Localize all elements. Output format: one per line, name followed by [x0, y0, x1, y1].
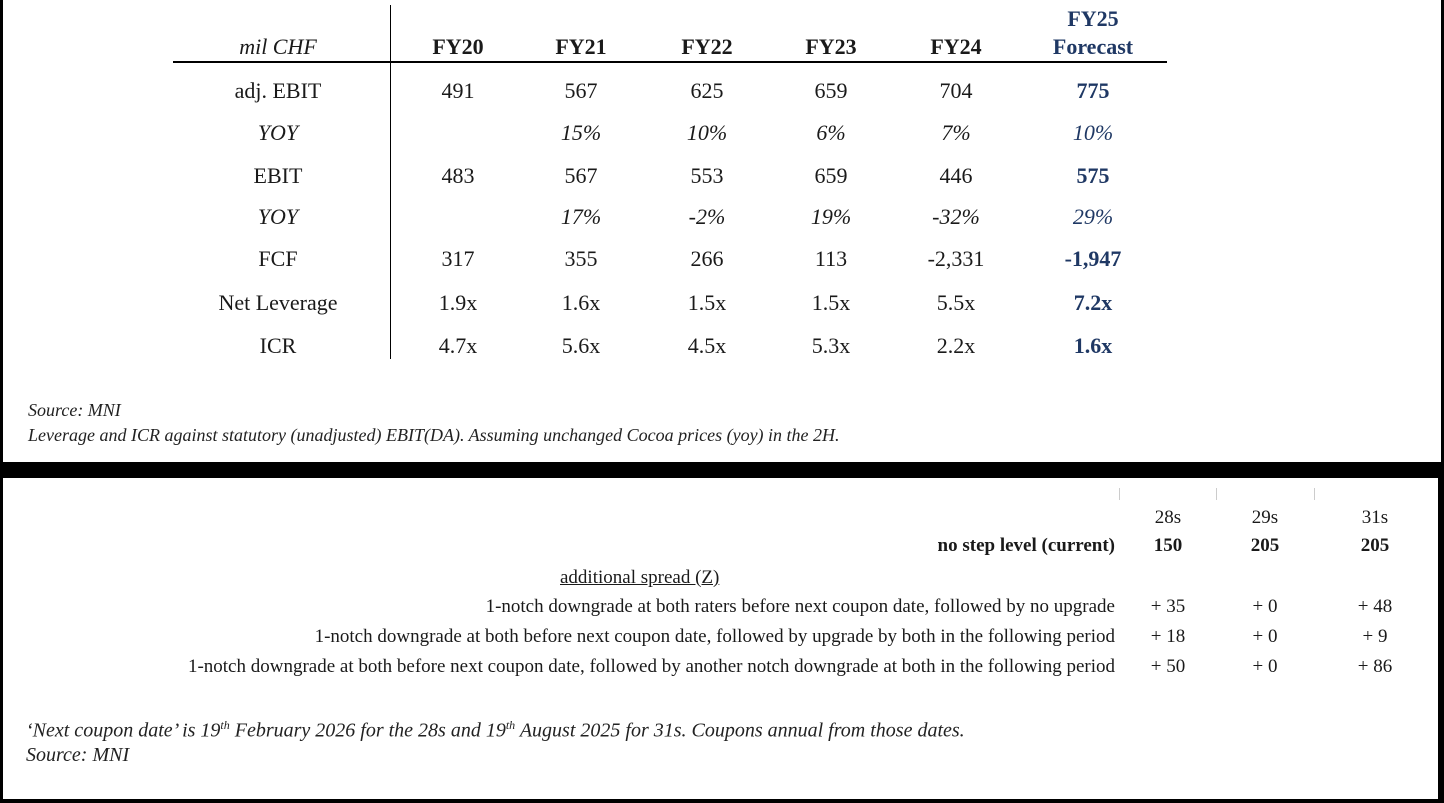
table-cell: 1.5x [687, 290, 727, 315]
scenario-value: + 0 [1252, 626, 1278, 647]
table-cell: 19% [810, 204, 852, 229]
col-header-29s: 29s [1251, 507, 1279, 528]
row-label: YOY [257, 204, 299, 229]
table-cell: 567 [564, 78, 598, 103]
row-label: adj. EBIT [234, 78, 322, 103]
scenario-value: + 48 [1357, 596, 1393, 617]
table-header-rule [173, 61, 1167, 63]
top-source: Source: MNI [28, 400, 121, 420]
col-header-fy23: FY23 [805, 34, 857, 59]
table-cell: 266 [690, 246, 724, 271]
table-cell: 1.6x [561, 290, 601, 315]
bottom-source: Source: MNI [26, 744, 130, 766]
section-label: additional spread (Z) [560, 567, 720, 588]
scenario-value: + 0 [1252, 656, 1278, 677]
table-cell: 553 [690, 163, 724, 188]
scenario-label: 1-notch downgrade at both raters before … [485, 596, 1115, 617]
table-cell: 1.9x [438, 290, 478, 315]
coupon-note: ‘Next coupon date’ is 19th February 2026… [26, 718, 965, 742]
table-cell: 1.6x [1073, 333, 1113, 358]
row-label: EBIT [253, 163, 303, 188]
table-cell: 5.5x [936, 290, 976, 315]
scenario-value: + 35 [1150, 596, 1186, 617]
table-cell: 659 [814, 163, 848, 188]
table-cell: 4.7x [438, 333, 478, 358]
table-cell: 7% [941, 120, 971, 145]
table-cell: 7.2x [1073, 290, 1113, 315]
table-cell: 17% [560, 204, 602, 229]
col-header-fy25: FY25 [1067, 6, 1119, 31]
table-cell: -2% [688, 204, 726, 229]
table-cell: 4.5x [687, 333, 727, 358]
table-cell: 775 [1076, 78, 1110, 103]
table-cell: 567 [564, 163, 598, 188]
scenario-label: 1-notch downgrade at both before next co… [314, 626, 1115, 647]
base-value-29s: 205 [1250, 535, 1280, 556]
scenario-label: 1-notch downgrade at both before next co… [187, 656, 1115, 677]
col-header-28s: 28s [1154, 507, 1182, 528]
table-cell: 1.5x [811, 290, 851, 315]
table-cell: 355 [564, 246, 598, 271]
table-cell: 29% [1072, 204, 1114, 229]
col-header-fy20: FY20 [432, 34, 484, 59]
scenario-value: + 50 [1150, 656, 1186, 677]
scenario-value: + 86 [1357, 656, 1393, 677]
scenario-value: + 0 [1252, 596, 1278, 617]
financials-panel: mil CHF FY20 FY21 FY22 FY23 FY24 FY25 Fo… [3, 0, 1441, 462]
column-tick [1119, 488, 1120, 500]
base-value-28s: 150 [1153, 535, 1183, 556]
table-cell: 15% [560, 120, 602, 145]
base-value-31s: 205 [1360, 535, 1390, 556]
table-cell: -2,331 [927, 246, 985, 271]
table-cell: 113 [814, 246, 848, 271]
table-cell: 10% [686, 120, 728, 145]
table-cell: 5.6x [561, 333, 601, 358]
table-cell: 491 [441, 78, 475, 103]
table-cell: 704 [939, 78, 973, 103]
col-header-31s: 31s [1361, 507, 1389, 528]
row-label: ICR [259, 333, 297, 358]
unit-label: mil CHF [239, 34, 317, 59]
table-cell: 6% [816, 120, 846, 145]
top-footnote: Leverage and ICR against statutory (unad… [28, 425, 840, 445]
table-cell: 2.2x [936, 333, 976, 358]
col-header-forecast: Forecast [1052, 34, 1134, 59]
table-cell: 317 [441, 246, 475, 271]
table-cell: 446 [939, 163, 973, 188]
table-cell: 575 [1076, 163, 1110, 188]
row-label: FCF [258, 246, 298, 271]
column-tick [1216, 488, 1217, 500]
scenario-value: + 18 [1150, 626, 1186, 647]
table-cell: -32% [932, 204, 980, 229]
table-cell: 483 [441, 163, 475, 188]
scenario-value: + 9 [1362, 626, 1388, 647]
table-cell: 659 [814, 78, 848, 103]
table-vertical-divider [390, 5, 391, 359]
base-label: no step level (current) [937, 535, 1115, 556]
table-cell: -1,947 [1064, 246, 1122, 271]
row-label: Net Leverage [218, 290, 338, 315]
col-header-fy21: FY21 [555, 34, 607, 59]
col-header-fy24: FY24 [930, 34, 982, 59]
column-tick [1314, 488, 1315, 500]
table-cell: 625 [690, 78, 724, 103]
col-header-fy22: FY22 [681, 34, 733, 59]
row-label: YOY [257, 120, 299, 145]
table-cell: 10% [1072, 120, 1114, 145]
spread-panel: 28s 29s 31s no step level (current) 150 … [3, 478, 1438, 799]
table-cell: 5.3x [811, 333, 851, 358]
